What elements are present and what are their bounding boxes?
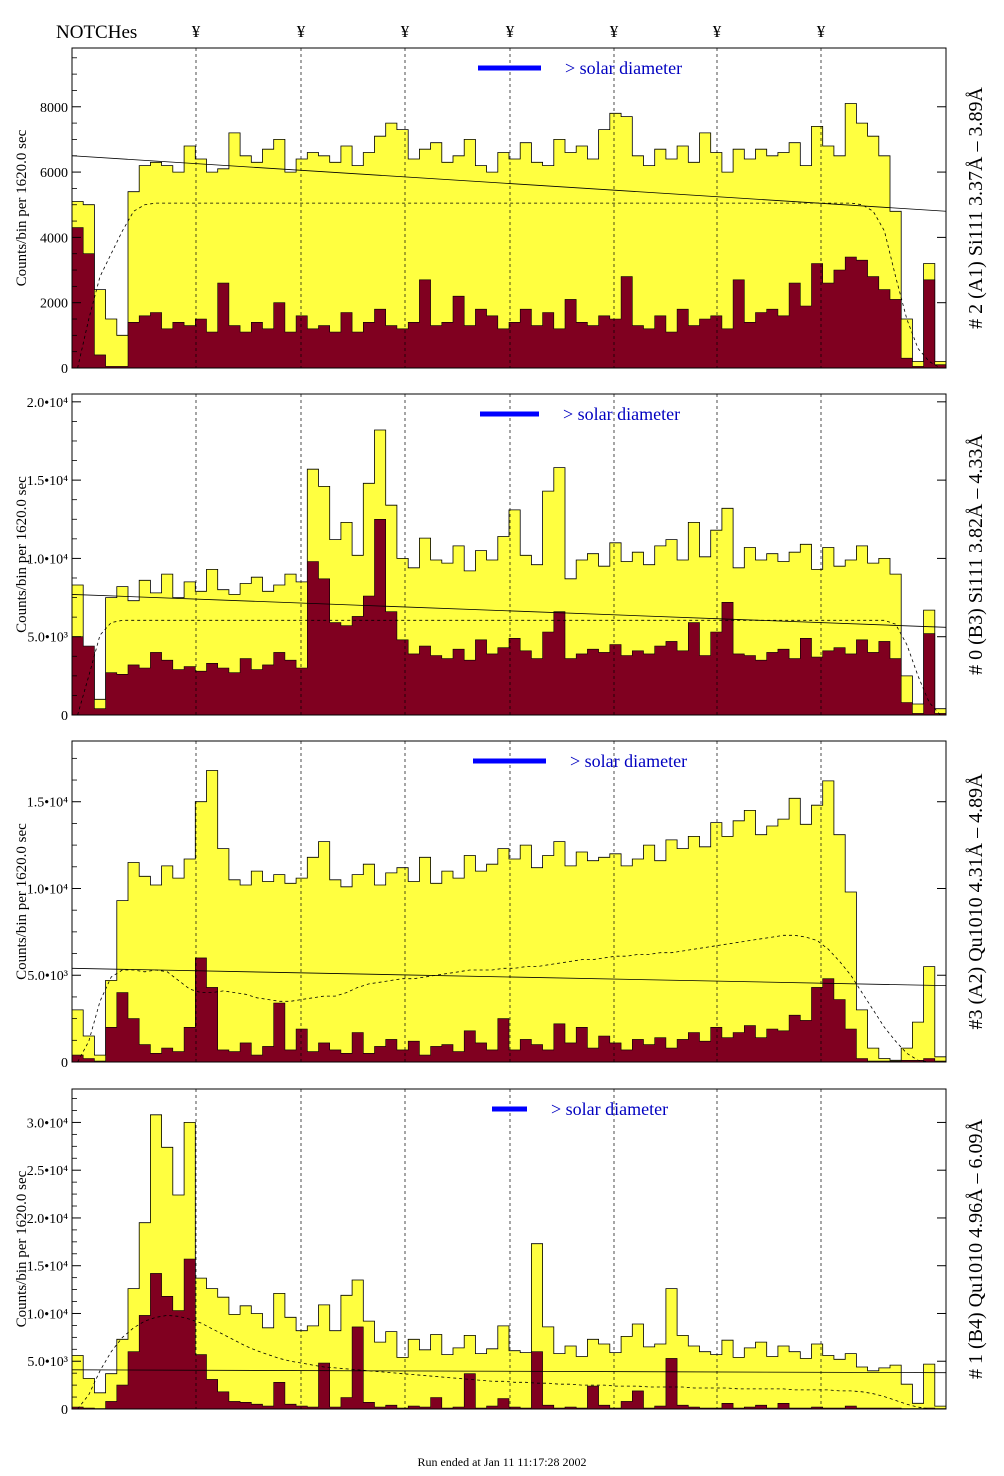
y-tick-label: 0 [61,709,68,724]
y-tick-label: 8000 [40,101,68,116]
panel-title: #3 (A2) Qu1010 4.31Å – 4.89Å [965,773,987,1030]
model-curve [77,934,941,1063]
notches-label: NOTCHes [56,22,137,43]
y-tick-label: 1.5•10⁴ [27,796,68,811]
notch-mark-1: ¥ [192,22,201,41]
notch-mark-3: ¥ [401,22,410,41]
y-tick-label: 1.5•10⁴ [27,474,68,489]
baseline-line [71,594,947,628]
total-counts-histogram [71,103,947,369]
chart-panel-2: 0 5.0•10³ 1.0•10⁴ 1.5•10⁴ 2.0•10⁴ > solar dia… [14,393,987,724]
y-tick-label: 4000 [40,231,68,246]
total-counts-histogram [71,770,947,1063]
y-tick-label: 1.0•10⁴ [27,552,68,567]
notch-mark-7: ¥ [817,22,826,41]
y-tick-label: 5.0•10³ [27,969,68,984]
y-tick-label: 2.5•10⁴ [27,1164,68,1179]
subset-counts-histogram [71,519,947,716]
y-tick-label: 2.0•10⁴ [27,396,68,411]
model-curve [77,1314,941,1410]
y-tick-label: 1.5•10⁴ [27,1260,68,1275]
panel-title: # 2 (A1) Si111 3.37Å – 3.89Å [965,87,987,329]
panel-title: # 0 (B3) Si111 3.82Å – 4.33Å [965,434,987,675]
baseline-line [71,1369,947,1374]
y-tick-label: 0 [61,1403,68,1418]
subset-counts-histogram [71,1258,947,1410]
y-axis-label: Counts/bin per 1620.0 sec [14,129,30,286]
chart-panel-3: 0 5.0•10³ 1.0•10⁴ 1.5•10⁴ > solar diameter Co… [14,740,987,1071]
plot-frame-4 [71,1088,947,1410]
y-tick-label: 0 [61,1056,68,1071]
plot-frame-3 [71,740,947,1063]
notch-mark-6: ¥ [713,22,722,41]
baseline-line [71,967,947,987]
notch-mark-5: ¥ [610,22,619,41]
baseline-line [71,155,947,212]
y-tick-label: 5.0•10³ [27,631,68,646]
panel-title: # 1 (B4) Qu1010 4.96Å – 6.09Å [965,1118,987,1379]
total-counts-histogram [71,1114,947,1410]
chart-panel-4: 0 5.0•10³ 1.0•10⁴ 1.5•10⁴ 2.0•10⁴ 2.5•10⁴ 3.0•… [14,1088,987,1418]
y-tick-label: 5.0•10³ [27,1355,68,1370]
subset-counts-histogram [71,227,947,369]
plot-frame-1 [71,47,947,369]
y-axis-label: Counts/bin per 1620.0 sec [14,1170,30,1327]
y-tick-label: 2.0•10⁴ [27,1212,68,1227]
notch-mark-2: ¥ [297,22,306,41]
notch-marks: ¥ ¥ ¥ ¥ ¥ ¥ ¥ [192,22,826,41]
subset-counts-histogram [71,957,947,1063]
footer-run-text: Run ended at Jan 11 11:17:28 2002 [417,1455,586,1469]
y-axis-label: Counts/bin per 1620.0 sec [14,476,30,633]
y-tick-label: 6000 [40,166,68,181]
chart-panel-1: 0 2000 4000 6000 8000 > solar diameter Counts/… [14,47,987,377]
legend-label: > solar diameter [563,404,680,424]
y-tick-label: 2000 [40,297,68,312]
y-tick-label: 1.0•10⁴ [27,1307,68,1322]
notch-mark-4: ¥ [506,22,515,41]
legend-label: > solar diameter [565,58,682,78]
y-tick-label: 0 [61,362,68,377]
y-tick-label: 3.0•10⁴ [27,1116,68,1131]
model-curve [77,619,941,716]
legend-label: > solar diameter [551,1099,668,1119]
plot-frame-2 [71,393,947,716]
chart-panels: 0 2000 4000 6000 8000 > solar diameter Counts/… [14,47,987,1418]
y-axis-label: Counts/bin per 1620.0 sec [14,823,30,980]
y-tick-label: 1.0•10⁴ [27,882,68,897]
legend-label: > solar diameter [570,751,687,771]
